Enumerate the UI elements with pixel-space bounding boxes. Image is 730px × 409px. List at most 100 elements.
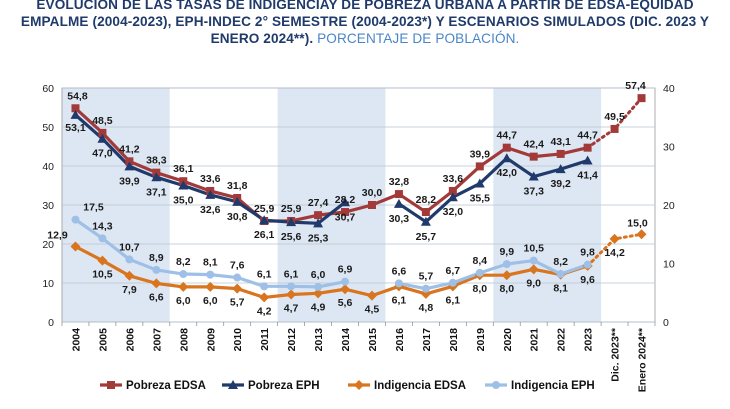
point-marker bbox=[340, 197, 351, 207]
data-label: 14,2 bbox=[604, 247, 625, 259]
point-marker bbox=[475, 268, 484, 277]
point-marker bbox=[340, 284, 351, 295]
data-label: 44,7 bbox=[577, 130, 598, 142]
x-tick-label: 2008 bbox=[178, 328, 190, 352]
data-label: 36,1 bbox=[173, 163, 194, 175]
y-left-tick-label: 10 bbox=[42, 278, 54, 290]
point-marker bbox=[124, 161, 135, 171]
point-marker bbox=[314, 211, 323, 220]
point-marker bbox=[528, 171, 539, 181]
data-label: 7,6 bbox=[230, 260, 245, 272]
point-marker bbox=[502, 143, 511, 152]
point-marker bbox=[314, 282, 323, 291]
data-label: 53,1 bbox=[65, 122, 86, 134]
point-marker bbox=[610, 124, 619, 133]
point-marker bbox=[528, 264, 539, 275]
data-label: 27,4 bbox=[308, 197, 329, 209]
data-label: 10,5 bbox=[523, 243, 544, 255]
data-label: 25,9 bbox=[254, 203, 275, 215]
legend-label: Indigencia EPH bbox=[511, 380, 595, 392]
point-marker bbox=[556, 270, 565, 279]
point-marker bbox=[286, 217, 297, 227]
y-left-tick-label: 60 bbox=[42, 83, 54, 95]
data-label: 57,4 bbox=[625, 80, 646, 92]
point-marker bbox=[286, 289, 297, 300]
data-label: 14,3 bbox=[92, 220, 113, 232]
point-marker bbox=[529, 256, 538, 265]
x-tick-label: 2007 bbox=[151, 328, 163, 352]
x-tick-label: 2013 bbox=[313, 328, 325, 352]
data-label: 25,7 bbox=[416, 231, 437, 243]
point-marker bbox=[71, 104, 80, 113]
point-marker bbox=[178, 281, 189, 292]
point-marker bbox=[502, 260, 511, 269]
data-label: 4,5 bbox=[365, 304, 380, 316]
data-label: 5,7 bbox=[419, 271, 434, 283]
data-label: 6,1 bbox=[257, 268, 272, 280]
point-marker bbox=[205, 189, 216, 199]
point-marker bbox=[70, 109, 81, 119]
legend: Pobreza EDSA Pobreza EPH Indigencia EDSA In… bbox=[100, 380, 595, 392]
point-marker bbox=[152, 265, 161, 274]
data-label: 30,8 bbox=[227, 211, 248, 223]
data-label: 8,4 bbox=[472, 255, 487, 267]
point-marker bbox=[232, 283, 243, 294]
data-label: 10,5 bbox=[92, 269, 113, 281]
data-label: 4,8 bbox=[419, 302, 434, 314]
x-tick-label: 2012 bbox=[286, 328, 298, 352]
data-label: 5,7 bbox=[230, 297, 245, 309]
data-label: 6,0 bbox=[176, 295, 191, 307]
point-marker bbox=[609, 233, 620, 244]
point-marker bbox=[583, 260, 592, 269]
point-marker bbox=[447, 192, 458, 202]
point-marker bbox=[501, 270, 512, 281]
point-marker bbox=[232, 196, 243, 206]
y-right-tick-label: 40 bbox=[663, 83, 675, 95]
x-tick-label: 2022 bbox=[556, 328, 568, 352]
x-tick-label: 2004 bbox=[70, 328, 82, 352]
data-label: 54,8 bbox=[67, 90, 88, 102]
data-label: 8,2 bbox=[176, 256, 191, 268]
point-marker bbox=[97, 255, 108, 266]
data-label: 6,1 bbox=[446, 294, 461, 306]
data-label: 43,1 bbox=[550, 136, 571, 148]
point-marker bbox=[475, 162, 484, 171]
data-label: 4,7 bbox=[284, 303, 299, 315]
point-marker bbox=[260, 282, 269, 291]
point-marker bbox=[501, 153, 512, 163]
data-label: 6,6 bbox=[392, 265, 407, 277]
data-label: 5,6 bbox=[338, 297, 353, 309]
data-label: 35,5 bbox=[470, 193, 491, 205]
point-marker bbox=[394, 279, 403, 288]
data-label: 4,2 bbox=[257, 305, 272, 317]
data-label: 30,0 bbox=[362, 187, 383, 199]
data-label: 37,3 bbox=[523, 186, 544, 198]
data-label: 25,3 bbox=[308, 232, 329, 244]
data-label: 9,6 bbox=[580, 274, 595, 286]
y-left-tick-label: 20 bbox=[42, 239, 54, 251]
legend-label: Pobreza EDSA bbox=[126, 380, 206, 392]
data-label: 8,0 bbox=[472, 283, 487, 295]
data-label: 8,1 bbox=[203, 257, 218, 269]
data-label: 6,1 bbox=[284, 268, 299, 280]
y-left-tick-label: 40 bbox=[42, 161, 54, 173]
data-label: 42,0 bbox=[497, 167, 518, 179]
point-marker bbox=[421, 284, 430, 293]
point-marker bbox=[367, 201, 376, 209]
data-label: 32,0 bbox=[443, 206, 464, 218]
series-markers bbox=[70, 94, 647, 390]
x-tick-label: Enero 2024** bbox=[637, 327, 649, 392]
point-marker bbox=[636, 229, 647, 240]
point-marker bbox=[420, 216, 431, 226]
data-label: 8,1 bbox=[553, 283, 568, 295]
data-label: 8,9 bbox=[149, 252, 164, 264]
point-marker bbox=[529, 152, 538, 161]
data-label: 32,8 bbox=[389, 176, 410, 188]
data-label: 49,5 bbox=[604, 111, 625, 123]
data-label: 39,2 bbox=[550, 178, 571, 190]
point-marker bbox=[151, 172, 162, 182]
data-label: 48,5 bbox=[92, 115, 113, 127]
y-left-tick-label: 50 bbox=[42, 122, 54, 134]
data-label: 39,9 bbox=[119, 175, 140, 187]
